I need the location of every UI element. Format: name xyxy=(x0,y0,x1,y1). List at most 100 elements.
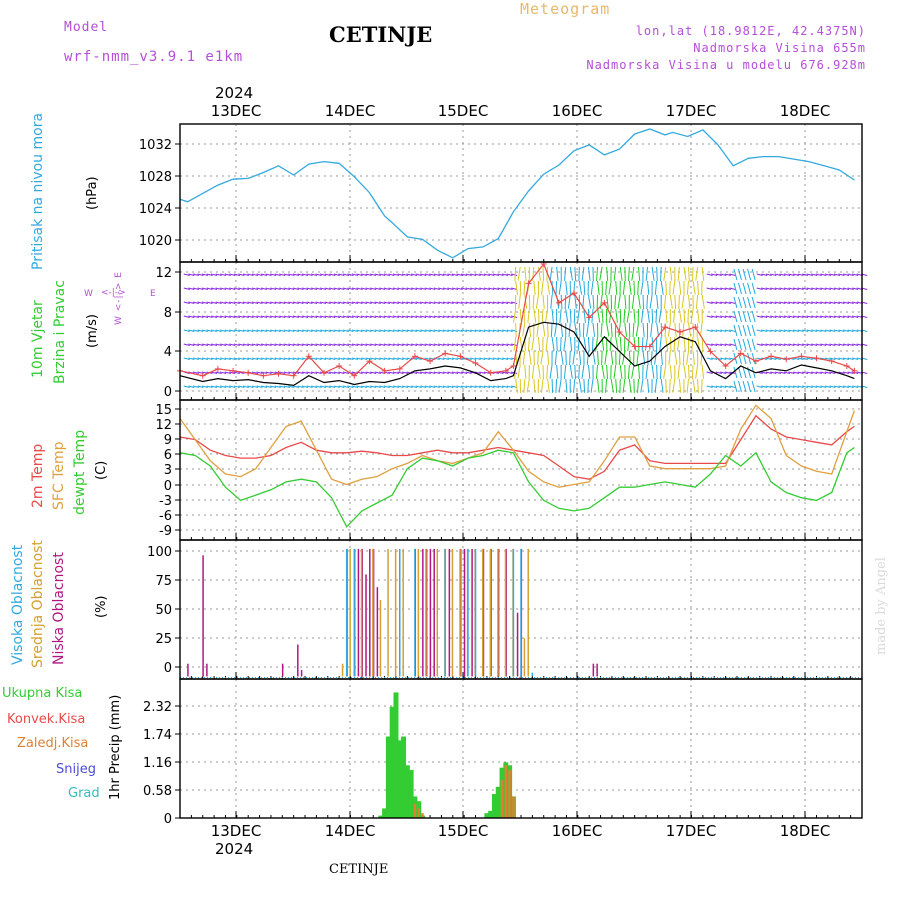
wind-barb xyxy=(388,357,395,360)
wind-barb xyxy=(442,301,450,304)
wind-barb xyxy=(479,371,486,374)
wind-barb xyxy=(415,273,422,276)
tick-label-cloud-2: 50 xyxy=(155,603,172,618)
wind-barb xyxy=(451,329,459,332)
precip-bar-2 xyxy=(504,765,508,818)
wind-barb xyxy=(610,378,614,393)
wind-barb xyxy=(591,308,594,323)
wind-barb xyxy=(388,329,395,332)
wind-barb xyxy=(501,273,509,276)
wind-barb xyxy=(554,350,558,365)
wind-barb xyxy=(283,371,290,374)
wind-barb xyxy=(210,273,218,276)
wind-barb xyxy=(788,343,795,346)
wind-barb xyxy=(338,343,345,346)
wind-barb xyxy=(751,366,756,379)
wind-barb xyxy=(820,385,827,388)
wind-barb xyxy=(606,266,609,281)
wind-barb xyxy=(541,280,544,295)
wind-barb xyxy=(715,287,722,290)
wind-barb xyxy=(663,364,667,379)
wind-barb xyxy=(365,315,372,318)
wind-barb xyxy=(310,371,318,374)
wind-barb xyxy=(847,329,854,332)
wind-barb xyxy=(687,364,690,379)
wind-barb xyxy=(292,357,300,360)
wind-barb xyxy=(238,273,245,276)
tick-label-cloud-4: 0 xyxy=(164,661,172,676)
wind-barb xyxy=(592,294,595,309)
wind-barb xyxy=(238,287,245,290)
wind-compass-e: E xyxy=(150,289,156,299)
wind-barb xyxy=(756,343,763,346)
wind-barb xyxy=(647,280,650,295)
wind-barb xyxy=(333,371,340,374)
wind-barb xyxy=(532,294,535,309)
wind-barb xyxy=(220,357,227,360)
wind-barb xyxy=(465,273,472,276)
wind-barb xyxy=(711,315,718,318)
wind-barb xyxy=(582,322,585,337)
wind-barb xyxy=(333,385,340,388)
wind-barb xyxy=(360,287,368,290)
wind-barb xyxy=(592,322,596,337)
wind-barb xyxy=(233,287,240,290)
wind-barb xyxy=(711,301,718,304)
wind-barb xyxy=(279,301,286,304)
wind-barb xyxy=(706,385,713,388)
wind-barb xyxy=(701,364,705,379)
wind-barb xyxy=(624,294,627,309)
wind-barb xyxy=(365,273,372,276)
wind-barb xyxy=(690,308,694,323)
wind-barb xyxy=(488,273,495,276)
wind-barb xyxy=(329,371,336,374)
day-label-top-3: 16DEC xyxy=(552,102,603,120)
wind-barb xyxy=(615,280,618,295)
wind-barb xyxy=(474,273,481,276)
wind-barb xyxy=(192,273,200,276)
wind-barb xyxy=(644,336,649,351)
wind-barb xyxy=(578,364,580,379)
wind-barb xyxy=(774,315,781,318)
wind-barb xyxy=(206,329,213,332)
wind-barb xyxy=(260,273,268,276)
wind-barb xyxy=(220,315,227,318)
wind-barb xyxy=(447,329,454,332)
wind-barb xyxy=(715,301,722,304)
wind-barb xyxy=(256,371,263,374)
wind-barb xyxy=(774,343,781,346)
wind-barb xyxy=(442,329,450,332)
wind-barb xyxy=(669,280,671,295)
precip-bar-0 xyxy=(484,813,490,818)
wind-barb xyxy=(251,385,259,388)
wind-barb xyxy=(388,287,395,290)
wind-barb xyxy=(806,343,813,346)
precip-bar-0 xyxy=(495,786,501,818)
wind-barb xyxy=(547,280,551,295)
wind-barb xyxy=(518,294,521,309)
wind-barb xyxy=(673,336,676,351)
wind-barb xyxy=(488,287,495,290)
wind-barb xyxy=(531,336,535,351)
wind-barb xyxy=(783,385,791,388)
wind-barb xyxy=(347,329,354,332)
wind-barb xyxy=(456,329,463,332)
wind-barb xyxy=(456,273,463,276)
wind-barb xyxy=(420,329,427,332)
wind-barb xyxy=(610,322,613,337)
wind-barb xyxy=(852,315,859,318)
precip-bar-0 xyxy=(385,736,391,818)
series-pressure-0 xyxy=(179,128,855,259)
wind-barb xyxy=(320,287,327,290)
wind-barb xyxy=(329,343,336,346)
wind-barb xyxy=(783,343,791,346)
wind-barb xyxy=(238,315,245,318)
wind-barb xyxy=(315,287,322,290)
wind-barb xyxy=(360,385,368,388)
wind-barb xyxy=(283,385,290,388)
wind-barb xyxy=(824,273,831,276)
wind-barb xyxy=(411,315,418,318)
wind-barb xyxy=(628,350,631,365)
wind-barb xyxy=(470,301,477,304)
wind-barb xyxy=(215,301,222,304)
